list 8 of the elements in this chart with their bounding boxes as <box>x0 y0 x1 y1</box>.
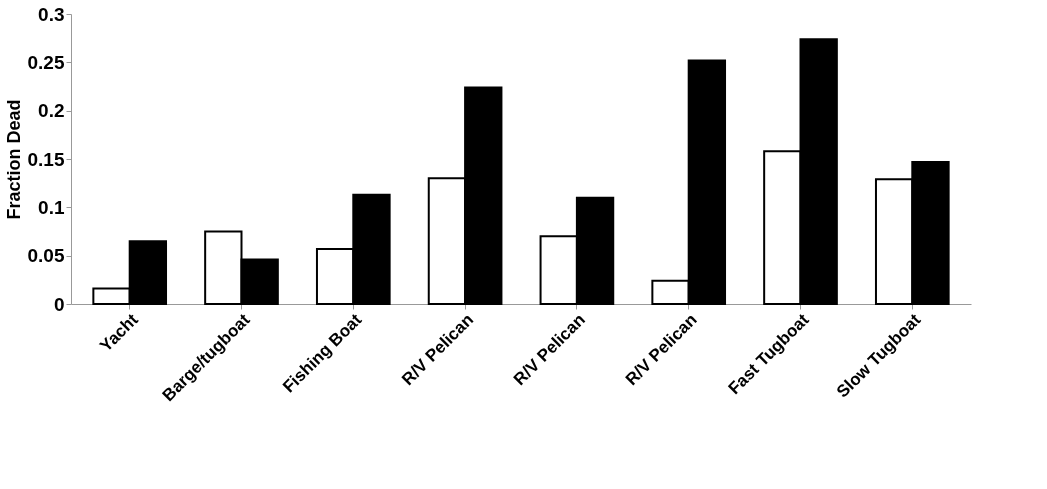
y-tick-label: 0.2 <box>38 100 65 122</box>
y-tick-label: 0 <box>53 293 65 315</box>
y-tick-label: 0.3 <box>38 3 65 25</box>
y-tick-label: 0.1 <box>38 196 65 218</box>
y-tick-label: 0.15 <box>27 148 65 170</box>
y-axis-title: Fraction Dead <box>3 99 24 220</box>
y-tick-label: 0.25 <box>27 51 65 73</box>
y-tick-label: 0.05 <box>27 245 65 267</box>
